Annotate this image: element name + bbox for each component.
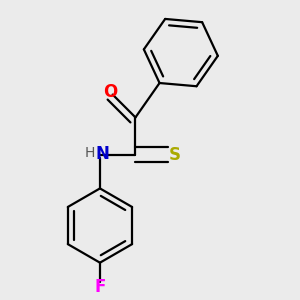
Text: N: N bbox=[96, 145, 110, 163]
Text: O: O bbox=[103, 83, 117, 101]
Text: F: F bbox=[94, 278, 106, 296]
Text: H: H bbox=[84, 146, 95, 160]
Text: S: S bbox=[169, 146, 181, 164]
